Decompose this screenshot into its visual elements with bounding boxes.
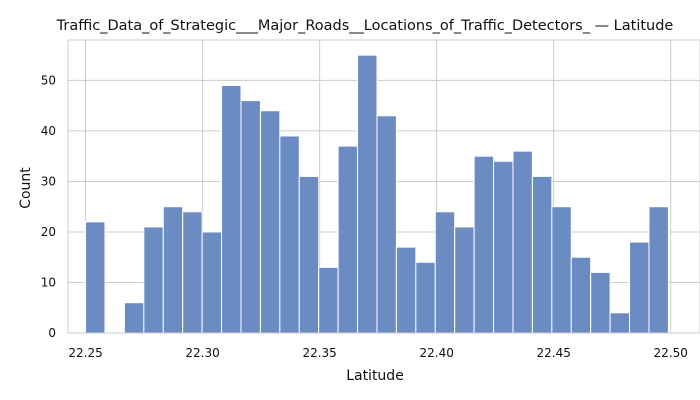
histogram-bar [337, 145, 359, 334]
histogram-bar [454, 226, 475, 334]
x-tick-label: 22.30 [185, 346, 219, 360]
histogram-bar [551, 206, 572, 334]
histogram-bar [395, 246, 417, 334]
histogram-bar [512, 150, 533, 334]
x-axis-label: Latitude [346, 368, 404, 384]
bars-layer [85, 54, 669, 334]
y-tick-label: 30 [41, 174, 56, 188]
y-tick-label: 10 [41, 275, 56, 289]
histogram-bar [85, 221, 106, 334]
histogram-bar [259, 110, 281, 334]
histogram-bar [221, 84, 242, 334]
histogram-bar [648, 206, 669, 334]
x-tick-label: 22.25 [68, 346, 102, 360]
x-tick-labels: 22.25 22.30 22.35 22.40 22.45 22.50 [68, 346, 688, 360]
histogram-bar [123, 302, 145, 334]
histogram-bar [434, 211, 456, 334]
histogram-bar [298, 175, 320, 334]
histogram-bar [473, 155, 495, 334]
y-axis-label: Count [18, 167, 34, 209]
histogram-bar [629, 241, 650, 334]
x-tick-label: 22.45 [537, 346, 571, 360]
histogram-bar [201, 231, 223, 334]
x-tick-label: 22.35 [302, 346, 336, 360]
chart-title: Traffic_Data_of_Strategic___Major_Roads_… [56, 18, 674, 34]
histogram-bar [531, 175, 553, 334]
y-tick-label: 40 [41, 124, 56, 138]
histogram-bar [143, 226, 164, 334]
x-tick-label: 22.50 [654, 346, 688, 360]
histogram-bar [318, 266, 339, 334]
histogram-bar [182, 211, 203, 334]
histogram-bar [240, 100, 261, 334]
y-tick-label: 50 [41, 73, 56, 87]
histogram-bar [415, 261, 436, 334]
histogram-bar [162, 206, 184, 334]
plot-frame [67, 39, 700, 334]
y-tick-labels: 0 10 20 30 40 50 [41, 73, 56, 340]
x-tick-label: 22.40 [419, 346, 453, 360]
histogram-bar [590, 271, 611, 334]
histogram-bar [357, 54, 378, 334]
histogram-bar [279, 135, 300, 334]
histogram-bar [493, 160, 514, 334]
y-tick-label: 20 [41, 225, 56, 239]
histogram-bar [609, 312, 631, 334]
histogram-bar [376, 115, 397, 334]
y-tick-label: 0 [48, 326, 56, 340]
histogram-bar [570, 256, 592, 334]
